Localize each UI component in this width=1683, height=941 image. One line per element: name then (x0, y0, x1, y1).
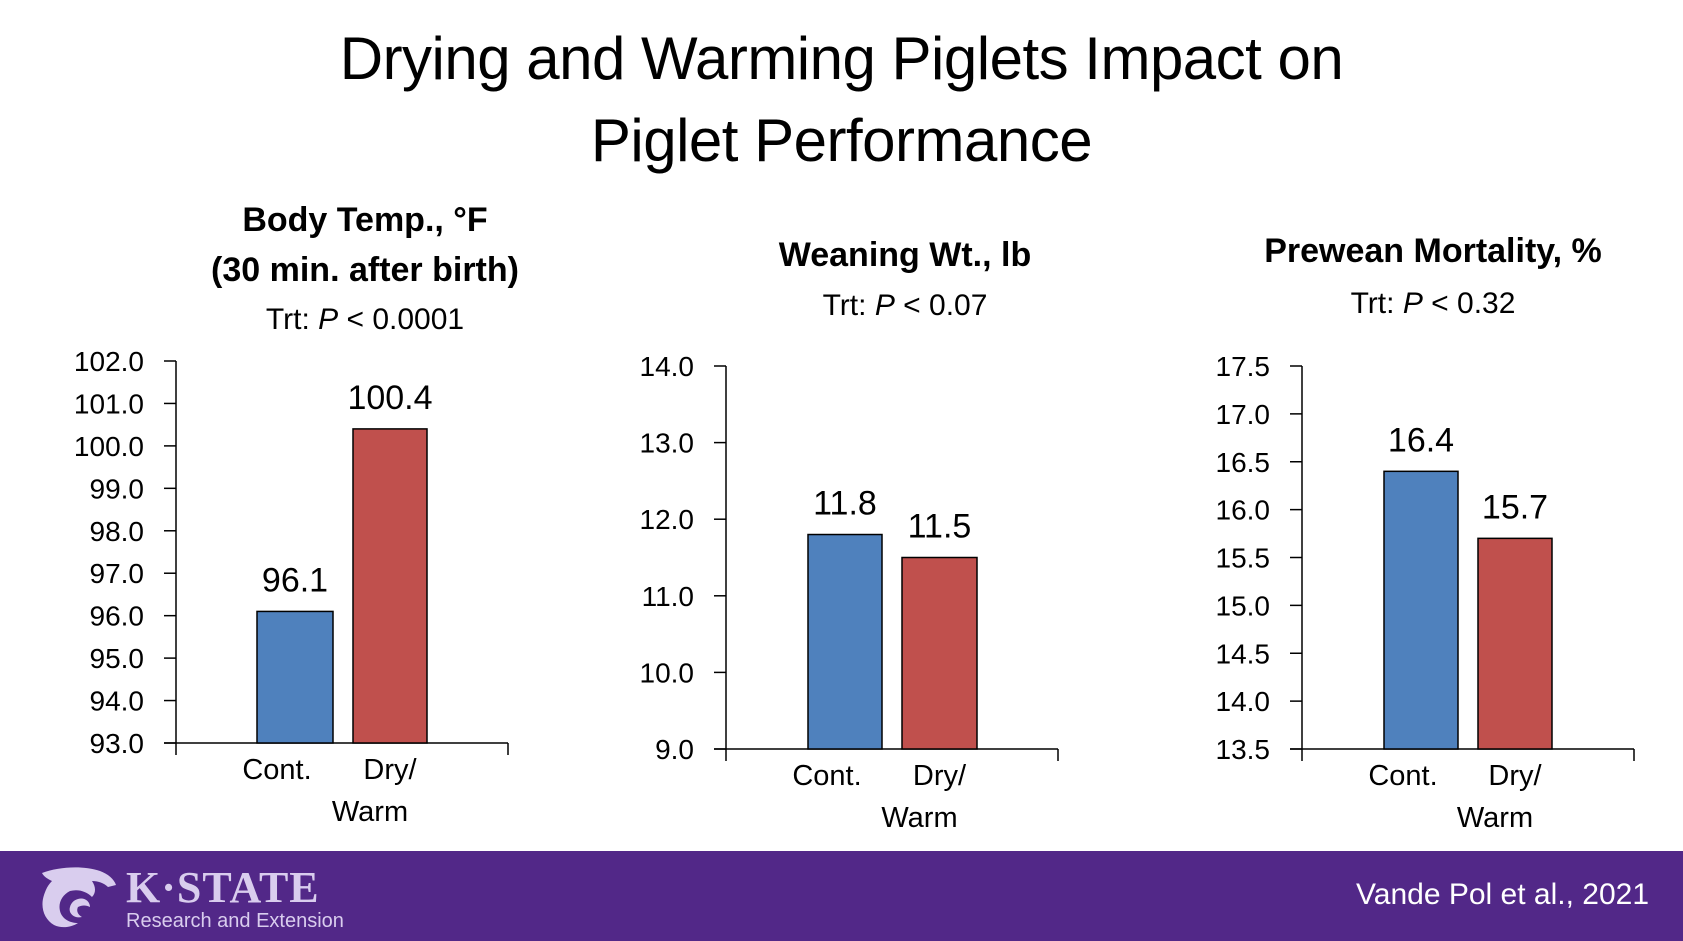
chart-2-pvalue: Trt: P < 0.07 (690, 288, 1120, 324)
chart-3-y-tick-label: 17.0 (1216, 399, 1271, 430)
chart-3-y-tick-label: 13.5 (1216, 734, 1271, 765)
chart-3-y-tick-label: 16.5 (1216, 447, 1271, 478)
chart-2-y-tick-label: 14.0 (640, 351, 695, 382)
chart-1-y-tick-label: 100.0 (74, 431, 144, 462)
chart-1-category-label: Cont. (242, 754, 311, 786)
chart-3-y-tick-label: 14.5 (1216, 638, 1271, 669)
chart-3-pvalue: Trt: P < 0.32 (1218, 286, 1648, 322)
pvalue-prefix: Trt: (1350, 287, 1403, 320)
chart-3-category-label: Dry/ (1488, 760, 1542, 792)
chart-2-category-label: Cont. (792, 760, 861, 792)
chart-2-y-tick-label: 11.0 (642, 581, 694, 612)
pvalue-suffix: < 0.32 (1422, 287, 1516, 320)
chart-3-y-tick-label: 15.5 (1216, 543, 1271, 574)
logo-subtitle: Research and Extension (126, 910, 344, 932)
chart-2-bar-dry-warm (901, 556, 978, 750)
chart-1-data-label: 96.1 (262, 561, 328, 599)
chart-2-y-tick-label: 13.0 (640, 428, 695, 459)
chart-3-category-label: Cont. (1368, 760, 1437, 792)
kstate-logo: K·STATE Research and Extension (38, 863, 358, 933)
chart-1-title-line-1: Body Temp., °F (242, 201, 488, 239)
logo-wordmark: K·STATE (126, 863, 320, 912)
charts-canvas: 93.0 94.0 95.0 96.0 97.0 98.0 99.0 100.0 101.0 10… (74, 346, 1635, 834)
chart-3-y-tick-label: 16.0 (1216, 495, 1271, 526)
slide-title-line-1: Drying and Warming Piglets Impact on (339, 25, 1344, 92)
chart-1-bar-dry-warm (352, 428, 428, 744)
chart-2-title: Weaning Wt., lb (778, 236, 1032, 274)
chart-3-y-tick-label: 17.5 (1216, 351, 1271, 382)
citation: Vande Pol et al., 2021 (1356, 878, 1649, 911)
chart-1-y-tick-label: 101.0 (74, 388, 144, 419)
chart-3-data-label: 16.4 (1388, 421, 1454, 459)
chart-1-y-tick-label: 94.0 (90, 686, 145, 717)
chart-1-bar-control (256, 610, 334, 744)
pvalue-symbol: P (874, 289, 895, 322)
chart-2-y-tick-label: 10.0 (640, 657, 695, 688)
chart-1-pvalue: Trt: P < 0.0001 (150, 302, 580, 338)
chart-3-y-tick-label: 15.0 (1216, 590, 1271, 621)
chart-3-data-label: 15.7 (1482, 488, 1548, 526)
chart-1-y-tick-label: 96.0 (90, 601, 145, 632)
chart-2-y-tick-label: 9.0 (655, 734, 694, 765)
chart-1-data-label: 100.4 (347, 379, 432, 417)
chart-3-title: Prewean Mortality, % (1264, 232, 1602, 270)
chart-1-y-tick-label: 93.0 (90, 728, 145, 759)
pvalue-symbol: P (1402, 287, 1423, 320)
pvalue-prefix: Trt: (822, 289, 875, 322)
chart-1-y-tick-label: 97.0 (90, 558, 145, 589)
chart-2-bar-control (807, 533, 883, 750)
pvalue-symbol: P (318, 303, 339, 336)
chart-2-category-label: Warm (881, 802, 957, 834)
slide-title: Drying and Warming Piglets Impact on Pig… (0, 18, 1683, 182)
chart-3-category-label: Warm (1457, 802, 1533, 834)
chart-1-y-tick-label: 102.0 (74, 346, 144, 377)
chart-1-category-label: Dry/ (363, 754, 417, 786)
chart-2-category-label: Dry/ (913, 760, 967, 792)
chart-3-bar-dry-warm (1477, 537, 1553, 750)
pvalue-suffix: < 0.0001 (338, 303, 465, 336)
footer-bar: K·STATE Research and Extension Vande Pol… (0, 851, 1683, 941)
chart-3-bar-control (1383, 470, 1459, 750)
pvalue-prefix: Trt: (265, 303, 319, 336)
chart-1-y-tick-label: 98.0 (90, 516, 145, 547)
pvalue-suffix: < 0.07 (894, 289, 988, 322)
chart-2-data-label: 11.5 (908, 508, 972, 546)
wildcat-icon (42, 867, 116, 928)
chart-2-data-label: 11.8 (813, 485, 877, 523)
chart-3-y-tick-label: 14.0 (1216, 686, 1271, 717)
chart-1-y-tick-label: 99.0 (90, 473, 145, 504)
chart-1-title: Body Temp., °F (30 min. after birth) (150, 195, 580, 295)
chart-1-y-tick-label: 95.0 (90, 643, 145, 674)
chart-1-category-label: Warm (332, 796, 408, 828)
slide-title-line-2: Piglet Performance (590, 107, 1093, 174)
chart-1-title-line-2: (30 min. after birth) (211, 251, 519, 289)
chart-2-y-tick-label: 12.0 (640, 504, 695, 535)
